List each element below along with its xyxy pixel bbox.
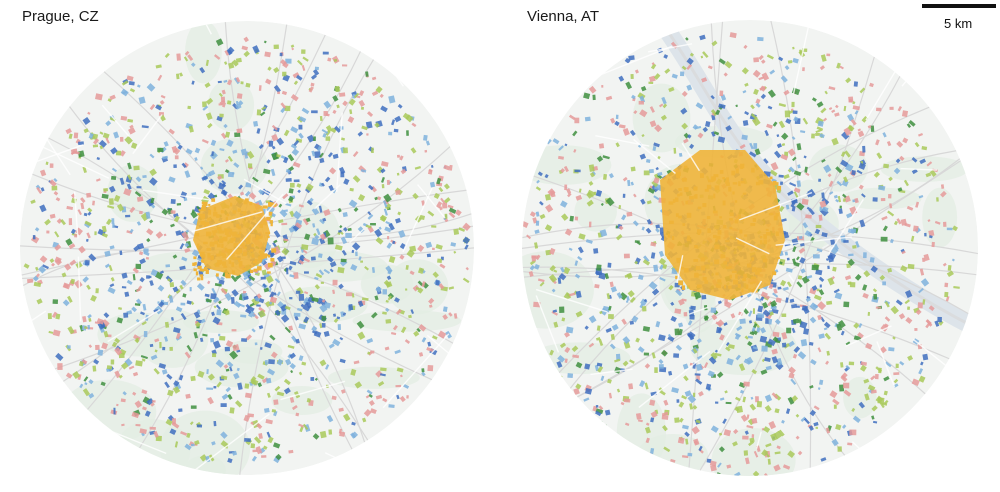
scale-bar — [922, 4, 996, 8]
map-panel-prague: Prague, CZ — [20, 8, 474, 475]
map-content — [20, 21, 474, 475]
map-panel-vienna: Vienna, AT — [500, 0, 1000, 492]
scale-label: 5 km — [944, 16, 973, 31]
city-map-prague — [20, 21, 474, 475]
map-title-prague: Prague, CZ — [22, 8, 99, 25]
map-content — [522, 20, 978, 476]
map-title-vienna: Vienna, AT — [527, 8, 599, 25]
historic-core — [192, 196, 277, 281]
river-layer — [651, 20, 978, 339]
street-lines — [526, 25, 978, 476]
city-map-vienna — [522, 20, 978, 476]
building-blocks — [23, 36, 471, 464]
